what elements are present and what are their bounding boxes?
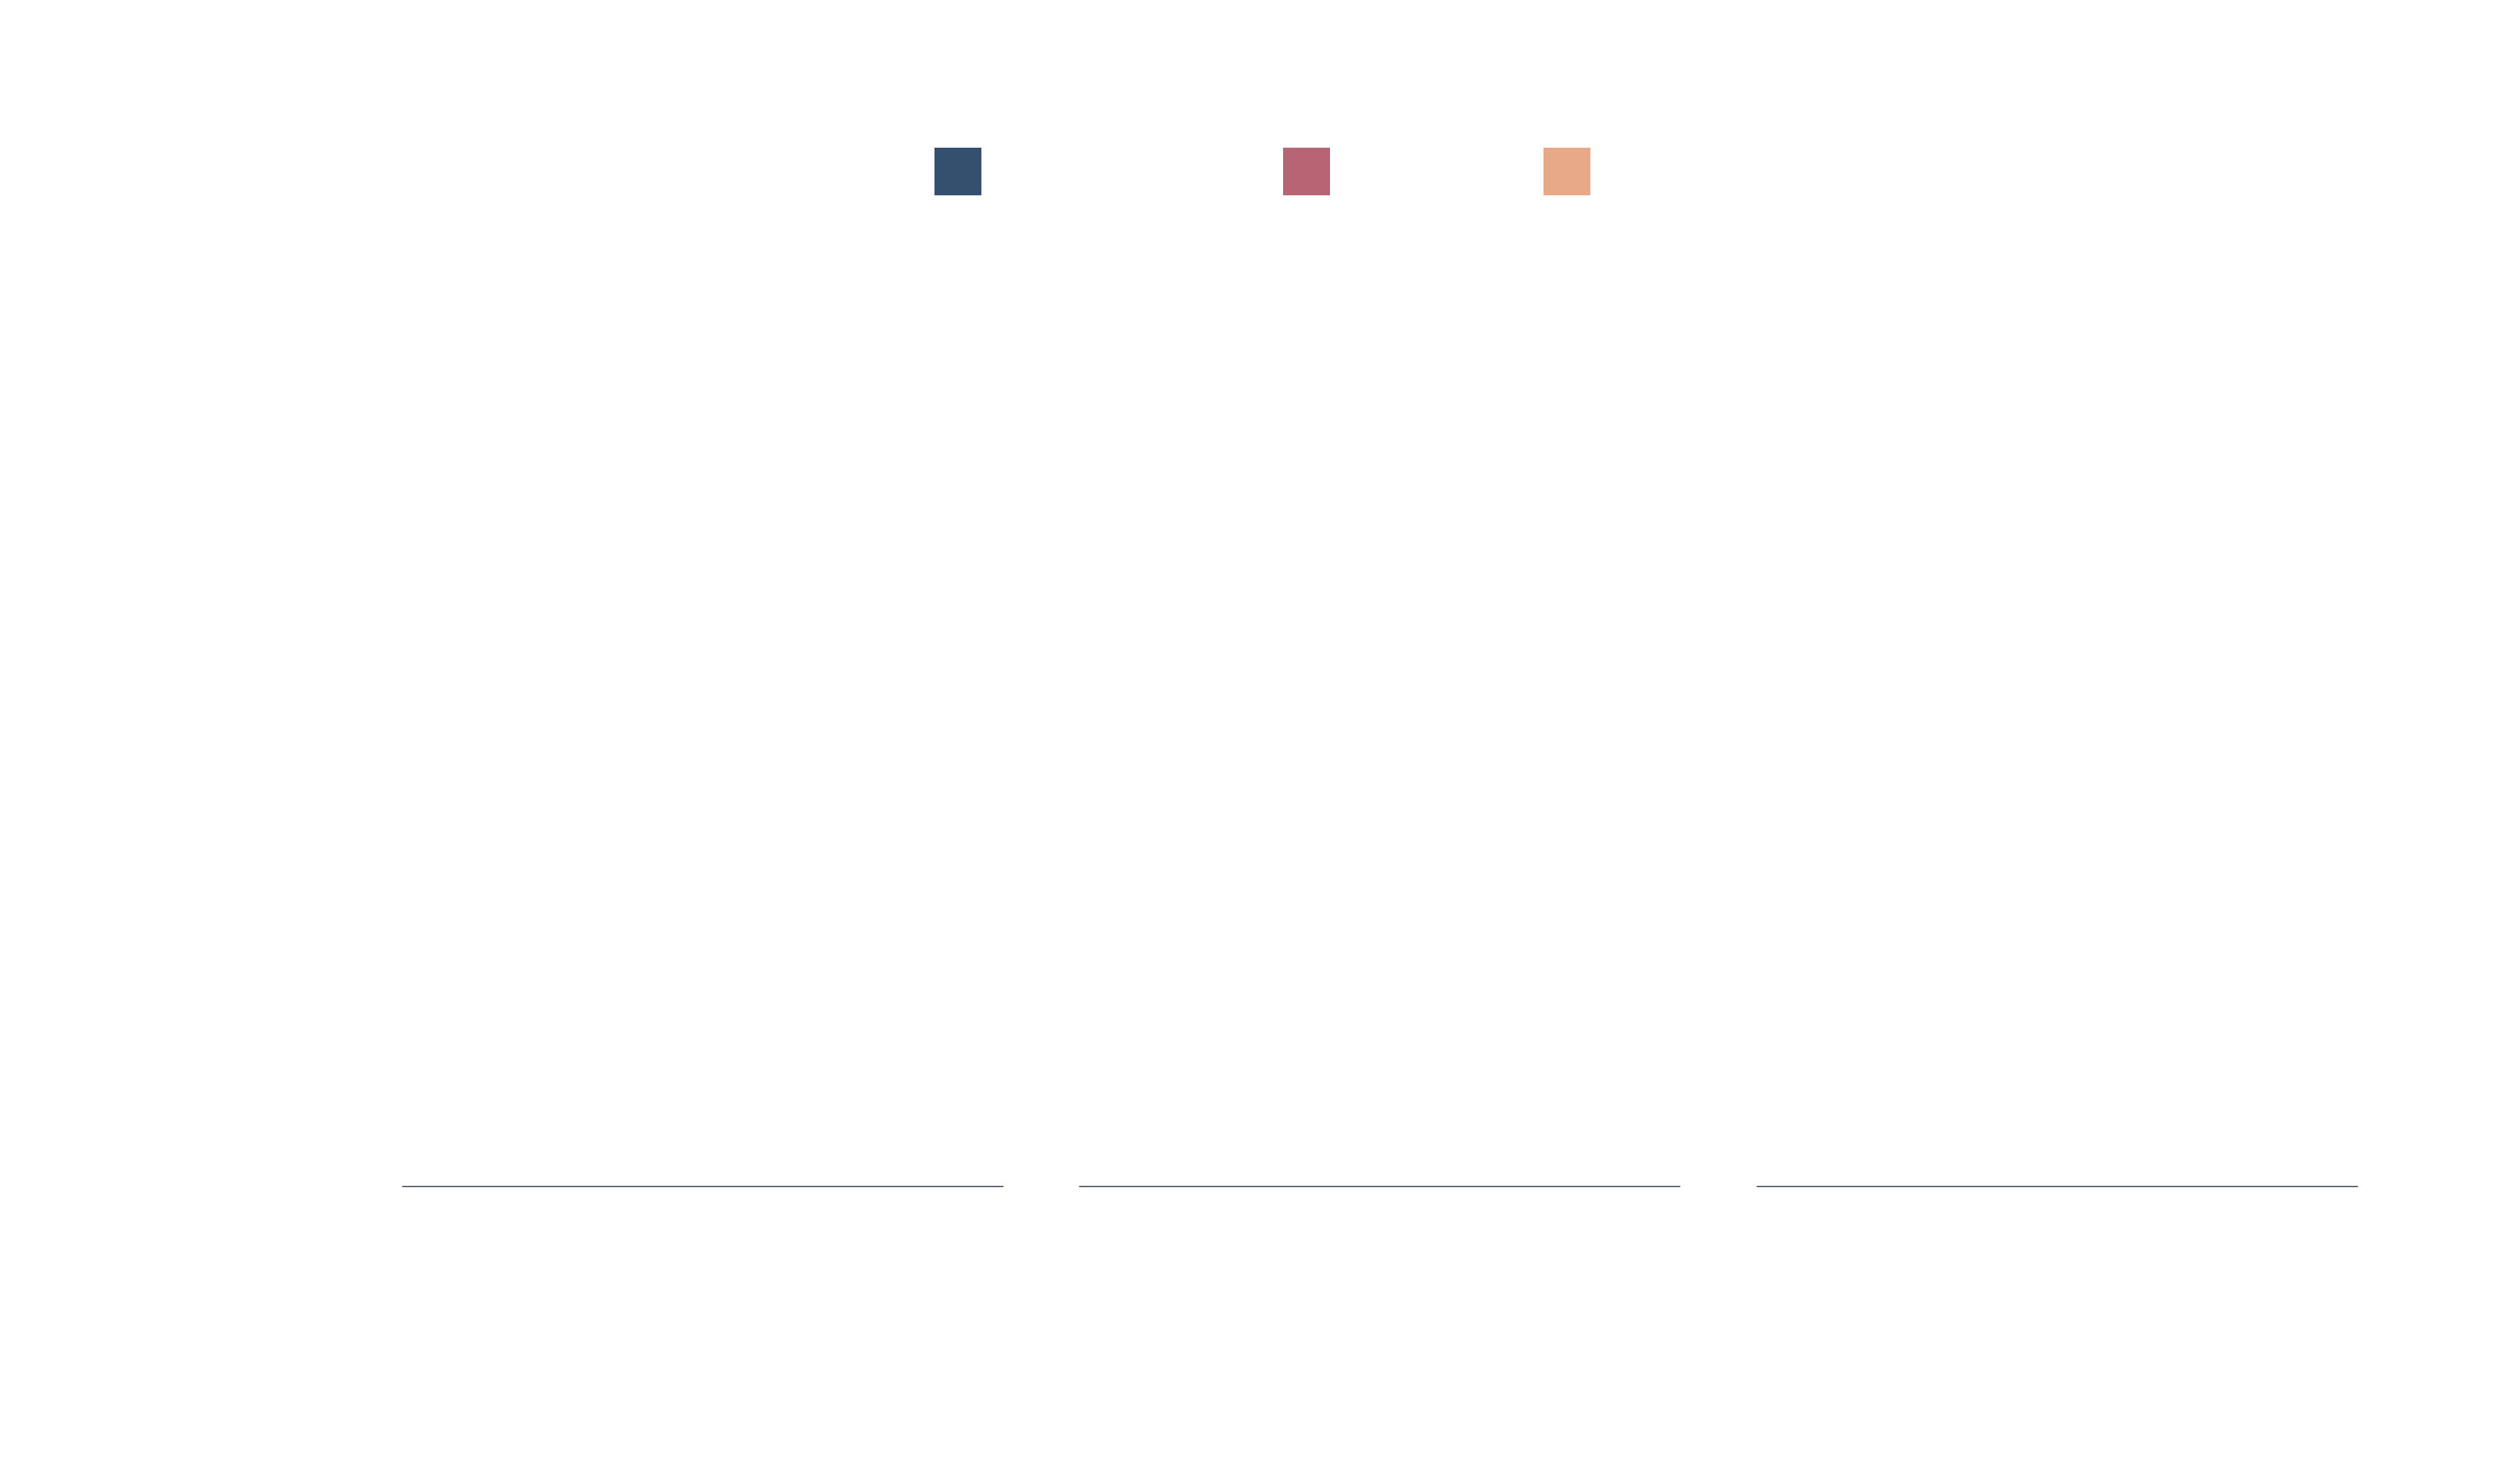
legend [934,148,1590,195]
legend-swatch-series-3 [1544,148,1590,195]
legend-swatch-series-2 [1283,148,1330,195]
legend-swatch-series-1 [934,148,981,195]
